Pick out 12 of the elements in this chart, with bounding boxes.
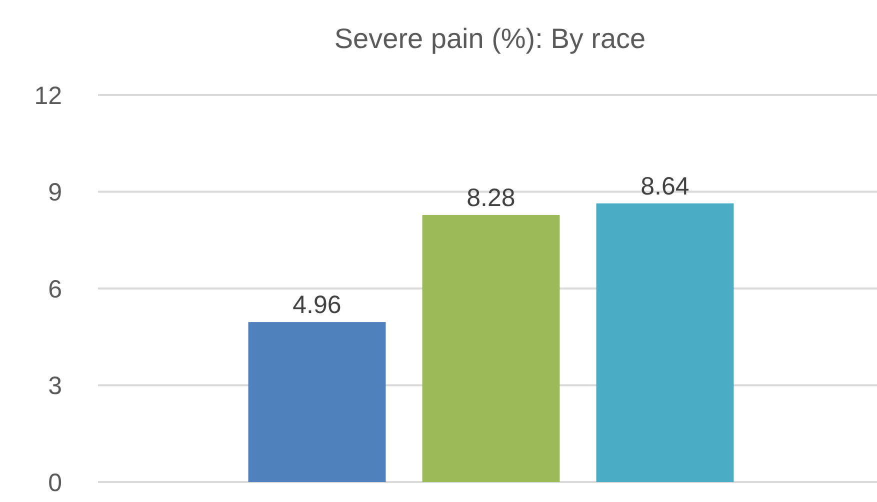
chart-title: Severe pain (%): By race <box>334 23 646 54</box>
y-tick-label: 3 <box>48 372 62 400</box>
bar <box>248 322 386 482</box>
bar <box>596 203 734 482</box>
data-label: 4.96 <box>292 291 342 320</box>
data-label: 8.28 <box>466 184 516 212</box>
data-label: 8.64 <box>640 172 690 200</box>
bar <box>422 214 560 482</box>
y-tick-label: 9 <box>48 178 62 206</box>
y-tick-label: 12 <box>34 82 62 110</box>
y-tick-label: 0 <box>48 468 62 497</box>
y-tick-label: 6 <box>48 275 62 304</box>
